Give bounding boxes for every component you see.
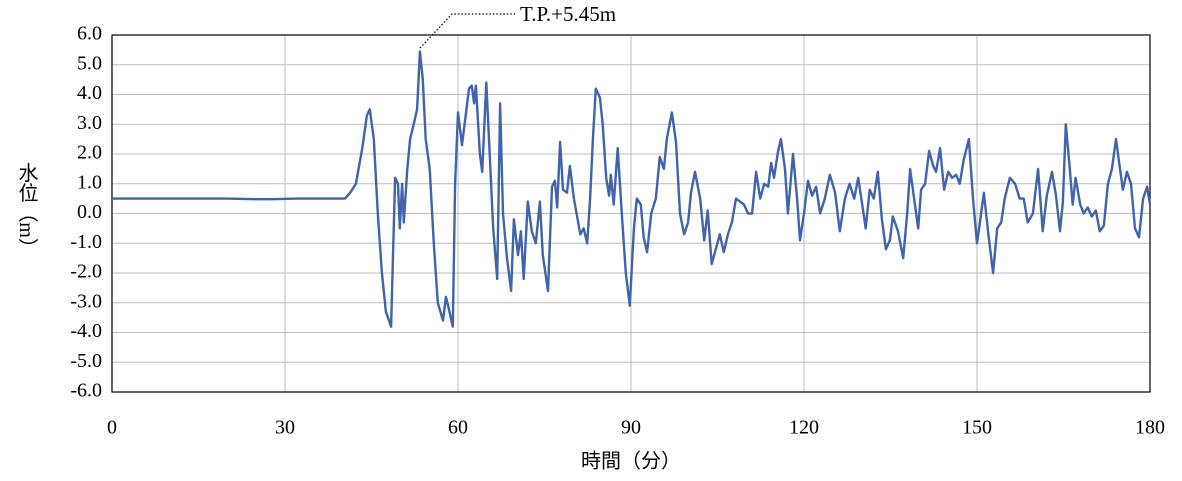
y-tick-label: -3.0 [70, 290, 102, 312]
y-tick-label: 2.0 [77, 142, 102, 164]
y-tick-label: -5.0 [70, 350, 102, 372]
y-tick-label: 4.0 [77, 82, 102, 104]
y-tick-label: 0.0 [77, 201, 102, 223]
y-tick-label: 1.0 [77, 171, 102, 193]
plot-frame [111, 34, 1151, 393]
y-tick-label: 5.0 [77, 52, 102, 74]
y-tick-label: -6.0 [70, 380, 102, 402]
x-tick-label: 30 [275, 417, 295, 439]
annotation: T.P.+5.45m [520, 2, 616, 26]
y-tick-label: 6.0 [77, 23, 102, 45]
x-tick-label: 180 [1135, 417, 1165, 439]
x-axis-label: 時間（分） [581, 450, 681, 473]
y-tick-label: -2.0 [70, 261, 102, 283]
x-tick-label: 150 [962, 417, 992, 439]
y-tick-label: -1.0 [70, 231, 102, 253]
y-axis-label: 水位（m） [15, 162, 38, 258]
x-tick-label: 90 [621, 417, 641, 439]
x-tick-label: 120 [789, 417, 819, 439]
y-tick-label: -4.0 [70, 320, 102, 342]
x-tick-label: 0 [107, 417, 117, 439]
annotation-leader [419, 13, 515, 49]
water-level-line [112, 50, 1152, 328]
y-tick-label: 3.0 [77, 112, 102, 134]
x-tick-label: 60 [448, 417, 468, 439]
